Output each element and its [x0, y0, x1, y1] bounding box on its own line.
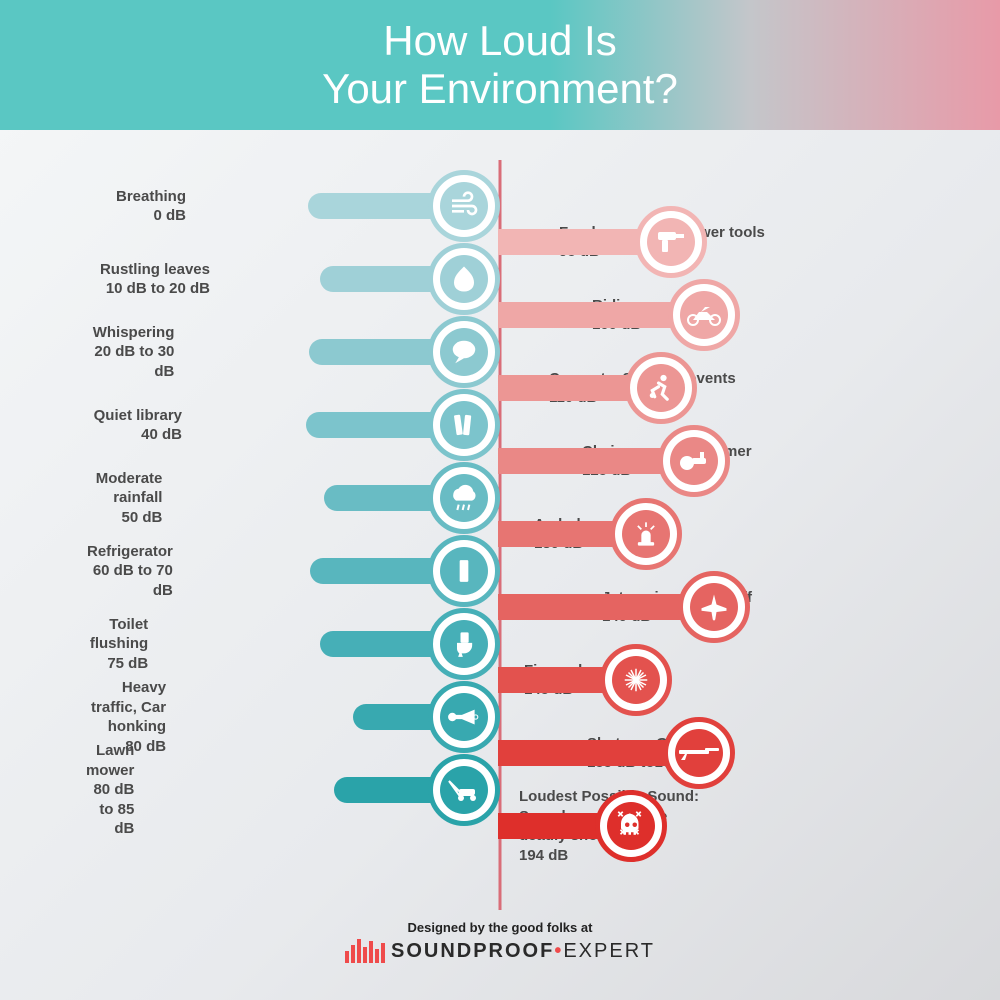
logo-text: SOUNDPROOF•EXPERT — [391, 940, 655, 963]
sound-row-left-6: Toilet flushing75 dB — [0, 608, 500, 680]
header-banner: How Loud Is Your Environment? — [0, 0, 1000, 130]
sound-row-left-7: Heavy traffic, Car honking80 dB — [0, 681, 500, 753]
sound-label: Moderate rainfall50 dB — [80, 469, 174, 528]
logo-word-2: EXPERT — [563, 940, 655, 962]
sound-row-right-3: Chainsaw, Jackhammer125 dB — [500, 425, 1000, 497]
sound-row-right-5: Jet engine at take-off140 dB — [500, 571, 1000, 643]
sound-bar — [498, 375, 643, 401]
title-line-2: Your Environment? — [322, 65, 678, 112]
sound-db: 75 dB — [80, 654, 148, 674]
sport-icon — [625, 352, 697, 424]
sound-bar — [498, 594, 696, 620]
sound-row-right-1: Riding a motorcycle100 dB — [500, 279, 1000, 351]
sound-row-left-0: Breathing0 dB — [0, 170, 500, 242]
gun-icon — [663, 717, 735, 789]
brand-logo: SOUNDPROOF•EXPERT — [345, 939, 655, 963]
footer-byline: Designed by the good folks at — [0, 920, 1000, 935]
sound-db: 20 dB to 30 dB — [80, 342, 174, 381]
sound-row-right-7: Shotgun, Gun-firet155 dB to160 dB — [500, 717, 1000, 789]
firework-icon — [600, 644, 672, 716]
sound-bar — [498, 521, 628, 547]
logo-bars-icon — [345, 939, 385, 963]
horn-icon — [428, 681, 500, 753]
sound-label: Breathing0 dB — [116, 187, 198, 226]
sound-label: Whispering20 dB to 30 dB — [80, 323, 186, 382]
bubble-icon — [428, 316, 500, 388]
wind-icon — [428, 170, 500, 242]
mower-icon — [428, 754, 500, 826]
sound-db: 50 dB — [80, 508, 162, 528]
leaf-icon — [428, 243, 500, 315]
page-title: How Loud Is Your Environment? — [322, 17, 678, 114]
sound-row-left-3: Quiet library40 dB — [0, 389, 500, 461]
sound-row-right-0: Food processor, Power tools95 dB — [500, 206, 1000, 278]
sound-bar — [498, 229, 653, 255]
toilet-icon — [428, 608, 500, 680]
moto-icon — [668, 279, 740, 351]
rain-icon — [428, 462, 500, 534]
fridge-icon — [428, 535, 500, 607]
sound-label: Refrigerator60 dB to 70 dB — [80, 542, 185, 601]
sound-label: Rustling leaves10 dB to 20 dB — [100, 260, 222, 299]
sound-row-left-1: Rustling leaves10 dB to 20 dB — [0, 243, 500, 315]
sound-row-left-8: Lawn mower80 dB to 85 dB — [0, 754, 500, 826]
logo-word-1: SOUNDPROOF — [391, 940, 554, 962]
sound-row-right-8: Loudest Possible Sound:Sound wave become… — [500, 790, 1000, 862]
sound-label: Quiet library40 dB — [94, 406, 194, 445]
books-icon — [428, 389, 500, 461]
sound-row-right-2: Concerts, Sporting events110 dB — [500, 352, 1000, 424]
footer: Designed by the good folks at SOUNDPROOF… — [0, 920, 1000, 968]
sound-bar — [306, 412, 448, 438]
skull-icon — [595, 790, 667, 862]
timeline-chart: Breathing0 dB Rustling leaves10 dB to 20 … — [0, 140, 1000, 910]
drill-icon — [635, 206, 707, 278]
sound-row-left-2: Whispering20 dB to 30 dB — [0, 316, 500, 388]
siren-icon — [610, 498, 682, 570]
sound-bar — [308, 193, 448, 219]
sound-row-left-4: Moderate rainfall50 dB — [0, 462, 500, 534]
sound-bar — [498, 740, 681, 766]
title-line-1: How Loud Is — [383, 17, 616, 64]
jet-icon — [678, 571, 750, 643]
sound-bar — [498, 302, 686, 328]
sound-db: 60 dB to 70 dB — [80, 561, 173, 600]
logo-dot-icon: • — [554, 940, 563, 962]
sound-bar — [498, 448, 676, 474]
sound-db: 10 dB to 20 dB — [100, 279, 210, 299]
sound-row-right-4: Ambulance130 dB — [500, 498, 1000, 570]
sound-db: 40 dB — [94, 425, 182, 445]
sound-label: Toilet flushing75 dB — [80, 615, 160, 674]
sound-row-right-6: Fireworks at 3 feet145 dB — [500, 644, 1000, 716]
sound-row-left-5: Refrigerator60 dB to 70 dB — [0, 535, 500, 607]
saw-icon — [658, 425, 730, 497]
sound-db: 0 dB — [116, 206, 186, 226]
sound-label: Lawn mower80 dB to 85 dB — [80, 741, 146, 839]
sound-db: 80 dB to 85 dB — [80, 780, 134, 839]
